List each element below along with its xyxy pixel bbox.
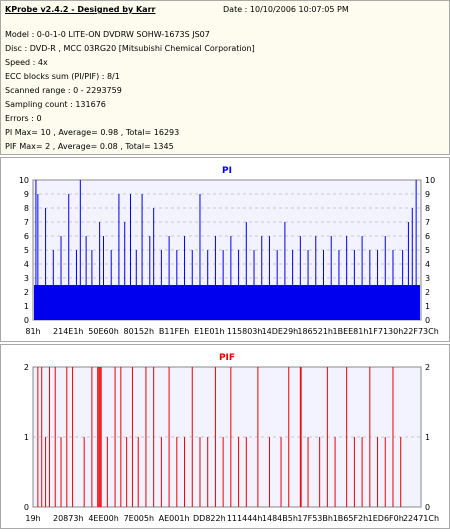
pif-ytick-left-2: 2: [24, 363, 29, 372]
pi-xtick-1: 214E1h: [53, 327, 83, 336]
pi-xtick-2: 50E60h: [88, 327, 118, 336]
pi-ytick-right-8: 8: [425, 204, 430, 213]
errors-line: Errors : 0: [5, 114, 42, 123]
pi-ytick-left-6: 6: [24, 232, 29, 241]
pi-xtick-6: 115803h: [227, 327, 263, 336]
pi-xtick-7: 14DE29h: [262, 327, 299, 336]
info-panel: KProbe v2.4.2 - Designed by Karr Date : …: [0, 0, 450, 155]
ecc-line: ECC blocks sum (PI/PIF) : 8/1: [5, 72, 120, 81]
pi-ytick-left-7: 7: [24, 218, 29, 227]
pi-ytick-left-0: 0: [24, 316, 29, 325]
pi-ytick-left-1: 1: [24, 302, 29, 311]
pif-xtick-6: 111444h: [227, 514, 263, 523]
pif-xtick-3: 7E005h: [124, 514, 154, 523]
pif-xtick-4: AE001h: [159, 514, 190, 523]
pi-xtick-0: 81h: [25, 327, 40, 336]
pif-ytick-right-1: 1: [425, 433, 430, 442]
pi-ytick-left-4: 4: [24, 260, 29, 269]
pif-ytick-left-1: 1: [24, 433, 29, 442]
pif-xtick-2: 4EE00h: [88, 514, 118, 523]
disc-line: Disc : DVD-R , MCC 03RG20 [Mitsubishi Ch…: [5, 44, 255, 53]
app-title: KProbe v2.4.2 - Designed by Karr: [5, 5, 156, 14]
pi-ytick-left-5: 5: [24, 246, 29, 255]
pif-ytick-right-2: 2: [425, 363, 430, 372]
pi-ytick-right-10: 10: [425, 176, 435, 185]
speed-line: Speed : 4x: [5, 58, 48, 67]
pif-xtick-1: 20873h: [53, 514, 84, 523]
pi-xtick-10: 1F7130h: [368, 327, 403, 336]
pif-xtick-8: 17F53Bh: [297, 514, 333, 523]
model-line: Model : 0-0-1-0 LITE-ON DVDRW SOHW-1673S…: [5, 30, 210, 39]
pi-ytick-right-2: 2: [425, 288, 430, 297]
pi-xtick-3: 80152h: [124, 327, 155, 336]
pi-chart-title: PI: [222, 166, 232, 176]
pif-ytick-left-0: 0: [24, 503, 29, 512]
pi-ytick-right-3: 3: [425, 274, 430, 283]
pif-xtick-11: 22471Ch: [403, 514, 439, 523]
pif-summary-line: PIF Max= 2 , Average= 0.08 , Total= 1345: [5, 142, 174, 151]
pi-ytick-right-6: 6: [425, 232, 430, 241]
pi-chart: PI 0 0 1 1 2 2 3 3 4 4 5 5 6 6 7 7 8 8 9 9 10 10 81h 214E1h 50E60…: [19, 166, 439, 336]
pi-summary-line: PI Max= 10 , Average= 0.98 , Total= 1629…: [5, 128, 180, 137]
pif-ytick-right-0: 0: [425, 503, 430, 512]
pi-ytick-right-0: 0: [425, 316, 430, 325]
pi-ytick-right-7: 7: [425, 218, 430, 227]
pi-xtick-4: B11FEh: [159, 327, 189, 336]
pif-xtick-5: DD822h: [193, 514, 226, 523]
pif-chart-title: PIF: [219, 353, 235, 363]
range-line: Scanned range : 0 - 2293759: [5, 86, 122, 95]
pi-ytick-left-8: 8: [24, 204, 29, 213]
pi-ytick-left-2: 2: [24, 288, 29, 297]
pif-chart-panel: PIF 0 0 1 1 2 2 19h 20873h 4EE00h 7E005h AE001h DD82…: [0, 344, 450, 529]
pi-xtick-8: 186521h: [297, 327, 333, 336]
pif-xtick-7: 1484B5h: [262, 514, 298, 523]
pi-xtick-5: E1E01h: [194, 327, 224, 336]
pi-ytick-left-9: 9: [24, 190, 29, 199]
pi-ytick-right-1: 1: [425, 302, 430, 311]
pi-base-band: [34, 285, 420, 320]
pi-ytick-left-3: 3: [24, 274, 29, 283]
pi-ytick-right-5: 5: [425, 246, 430, 255]
pi-xtick-11: 22F73Ch: [403, 327, 439, 336]
pi-chart-panel: PI 0 0 1 1 2 2 3 3 4 4 5 5 6 6 7 7 8 8 9 9 10 10 81h 214E1h 50E60…: [0, 157, 450, 342]
scan-date: Date : 10/10/2006 10:07:05 PM: [223, 5, 349, 14]
pif-xtick-10: 1ED6F0h: [368, 514, 404, 523]
pi-xtick-9: 1BEE81h: [332, 327, 368, 336]
pi-ytick-right-4: 4: [425, 260, 430, 269]
pi-ytick-right-9: 9: [425, 190, 430, 199]
pif-xtick-0: 19h: [25, 514, 40, 523]
pif-chart: PIF 0 0 1 1 2 2 19h 20873h 4EE00h 7E005h AE001h DD82…: [24, 353, 439, 523]
sampling-line: Sampling count : 131676: [5, 100, 106, 109]
pif-xtick-9: 1B65F2h: [333, 514, 369, 523]
pi-ytick-left-10: 10: [19, 176, 29, 185]
